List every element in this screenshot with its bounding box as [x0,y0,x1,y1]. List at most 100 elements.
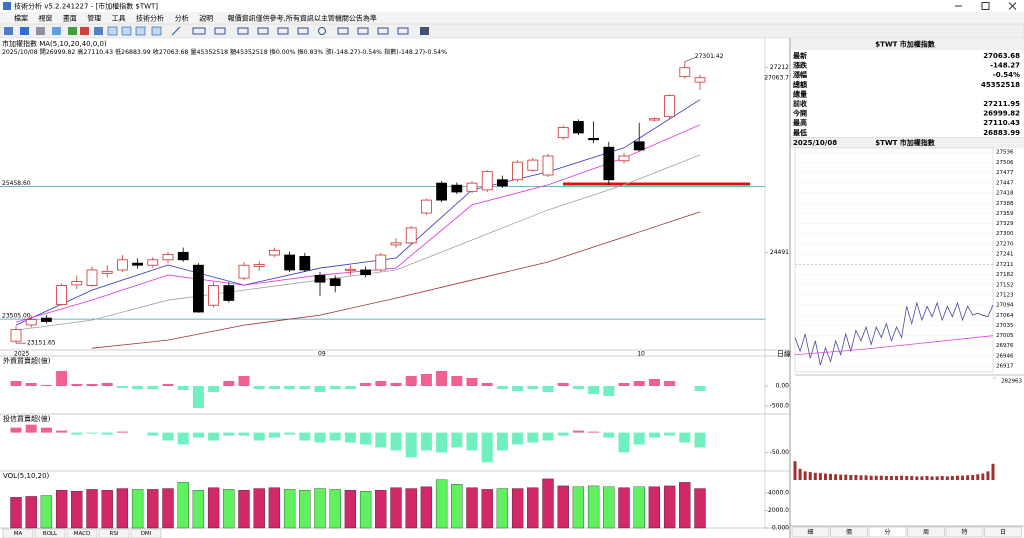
volume-bar [147,489,159,529]
tab-label[interactable]: MACD [74,531,91,537]
tool-icon[interactable] [420,27,429,35]
tool-icon[interactable] [171,26,181,36]
quote-value: 27063.68 [983,52,1020,60]
tool-icon[interactable] [4,27,13,35]
intraday-volume-bar [889,476,893,480]
flow-bar [284,432,296,435]
candle-body [679,67,691,78]
flow-bar [25,383,37,386]
flow-bar [375,381,387,386]
intraday-title: $TWT 市加權指數 [875,138,935,147]
tool-icon[interactable] [214,27,226,35]
volume-bar [481,489,493,529]
tab-label[interactable]: MA [14,531,23,537]
low-annotation: 23151.65 [27,340,56,347]
tool-icon[interactable] [121,26,132,36]
menu-item[interactable]: 技術分析 [136,14,164,23]
tab-label[interactable]: RSI [110,531,119,537]
candle-body [344,268,356,272]
intraday-volume-bar [849,474,853,480]
axis-label: 26946 [996,354,1014,360]
tool-icon[interactable] [52,27,61,35]
side-tab[interactable] [868,526,907,538]
close-button[interactable] [1008,2,1017,10]
side-tab[interactable] [791,526,830,538]
menu-item[interactable]: 說明 [199,14,213,23]
tool-icon[interactable] [68,27,77,35]
tool-icon[interactable] [357,27,369,35]
side-tab-label[interactable]: 價 [846,528,852,536]
axis-label: 0.00 [776,383,790,390]
axis-label: 282963 [1001,379,1022,385]
menu-item[interactable]: 管理 [87,14,101,23]
menu-item[interactable]: 畫面 [63,14,77,23]
tab-label[interactable]: DMI [141,531,152,537]
side-tab-label[interactable]: 細 [807,528,813,536]
flow-bar [603,386,615,396]
quote-label: 最低 [793,128,807,137]
tool-icon[interactable] [36,27,45,35]
tool-icon[interactable] [337,27,349,35]
flow-bar [223,381,235,386]
menu-item[interactable]: 視窗 [38,14,52,23]
candle-body [314,274,326,283]
moving-average [15,99,701,326]
tool-icon[interactable] [297,27,309,35]
tab[interactable] [98,528,130,538]
tab[interactable] [34,528,66,538]
menu-item[interactable]: 檔案 [14,14,28,23]
tool-icon[interactable] [277,27,289,35]
flow-bar [40,385,52,386]
axis-label: 27035 [996,323,1014,329]
side-tab[interactable] [945,526,984,538]
price-level-label: 25458.60 [2,180,31,187]
tool-icon[interactable] [94,27,103,35]
quote-label: 總量 [793,89,807,98]
volume-bar [268,487,281,529]
side-tab-label[interactable]: 日 [1000,529,1006,536]
tool-icon[interactable] [151,26,162,36]
volume-bar [40,495,53,529]
maximize-button[interactable] [981,2,990,10]
tool-icon[interactable] [397,27,409,35]
tool-icon[interactable] [257,27,269,35]
tab[interactable] [66,528,98,538]
tool-icon[interactable] [20,27,29,35]
intraday-volume-bar [839,474,843,480]
tool-icon[interactable] [377,27,389,35]
axis-label: 27063.7 [764,74,789,81]
tool-icon[interactable] [80,27,89,35]
intraday-volume-bar [986,471,990,480]
side-tab[interactable] [907,526,945,538]
side-tab-label[interactable]: 特 [961,528,967,536]
flow-bar [451,376,463,386]
intraday-header [791,138,1024,148]
volume-bar [10,497,22,529]
tool-icon[interactable] [237,27,249,35]
side-tab-label[interactable]: 分 [884,528,890,536]
tab[interactable] [130,528,162,538]
side-tab[interactable] [830,526,868,538]
tab[interactable] [2,528,34,538]
tool-icon[interactable] [135,26,146,36]
menu-item[interactable]: 分析 [175,14,189,23]
flow-bar [664,432,676,436]
tool-icon[interactable] [192,27,206,35]
tool-icon[interactable] [318,27,326,35]
volume-bar [223,489,235,529]
side-tab-label[interactable]: 周 [923,529,929,536]
volume-bar [253,488,265,529]
flow-bar [71,384,83,386]
volume-bar [86,489,98,529]
tool-icon[interactable] [107,26,118,36]
intraday-volume-bar [940,476,944,480]
flow-bar [618,383,630,386]
intraday-volume-bar [930,476,934,480]
side-tab[interactable] [984,526,1022,538]
tab-label[interactable]: BOLL [43,531,58,537]
candle-body [41,317,52,322]
menu-item[interactable]: 工具 [112,15,126,23]
flow-bar [116,431,128,433]
flow-bar [451,432,463,448]
period-label: 日線 [777,349,791,358]
